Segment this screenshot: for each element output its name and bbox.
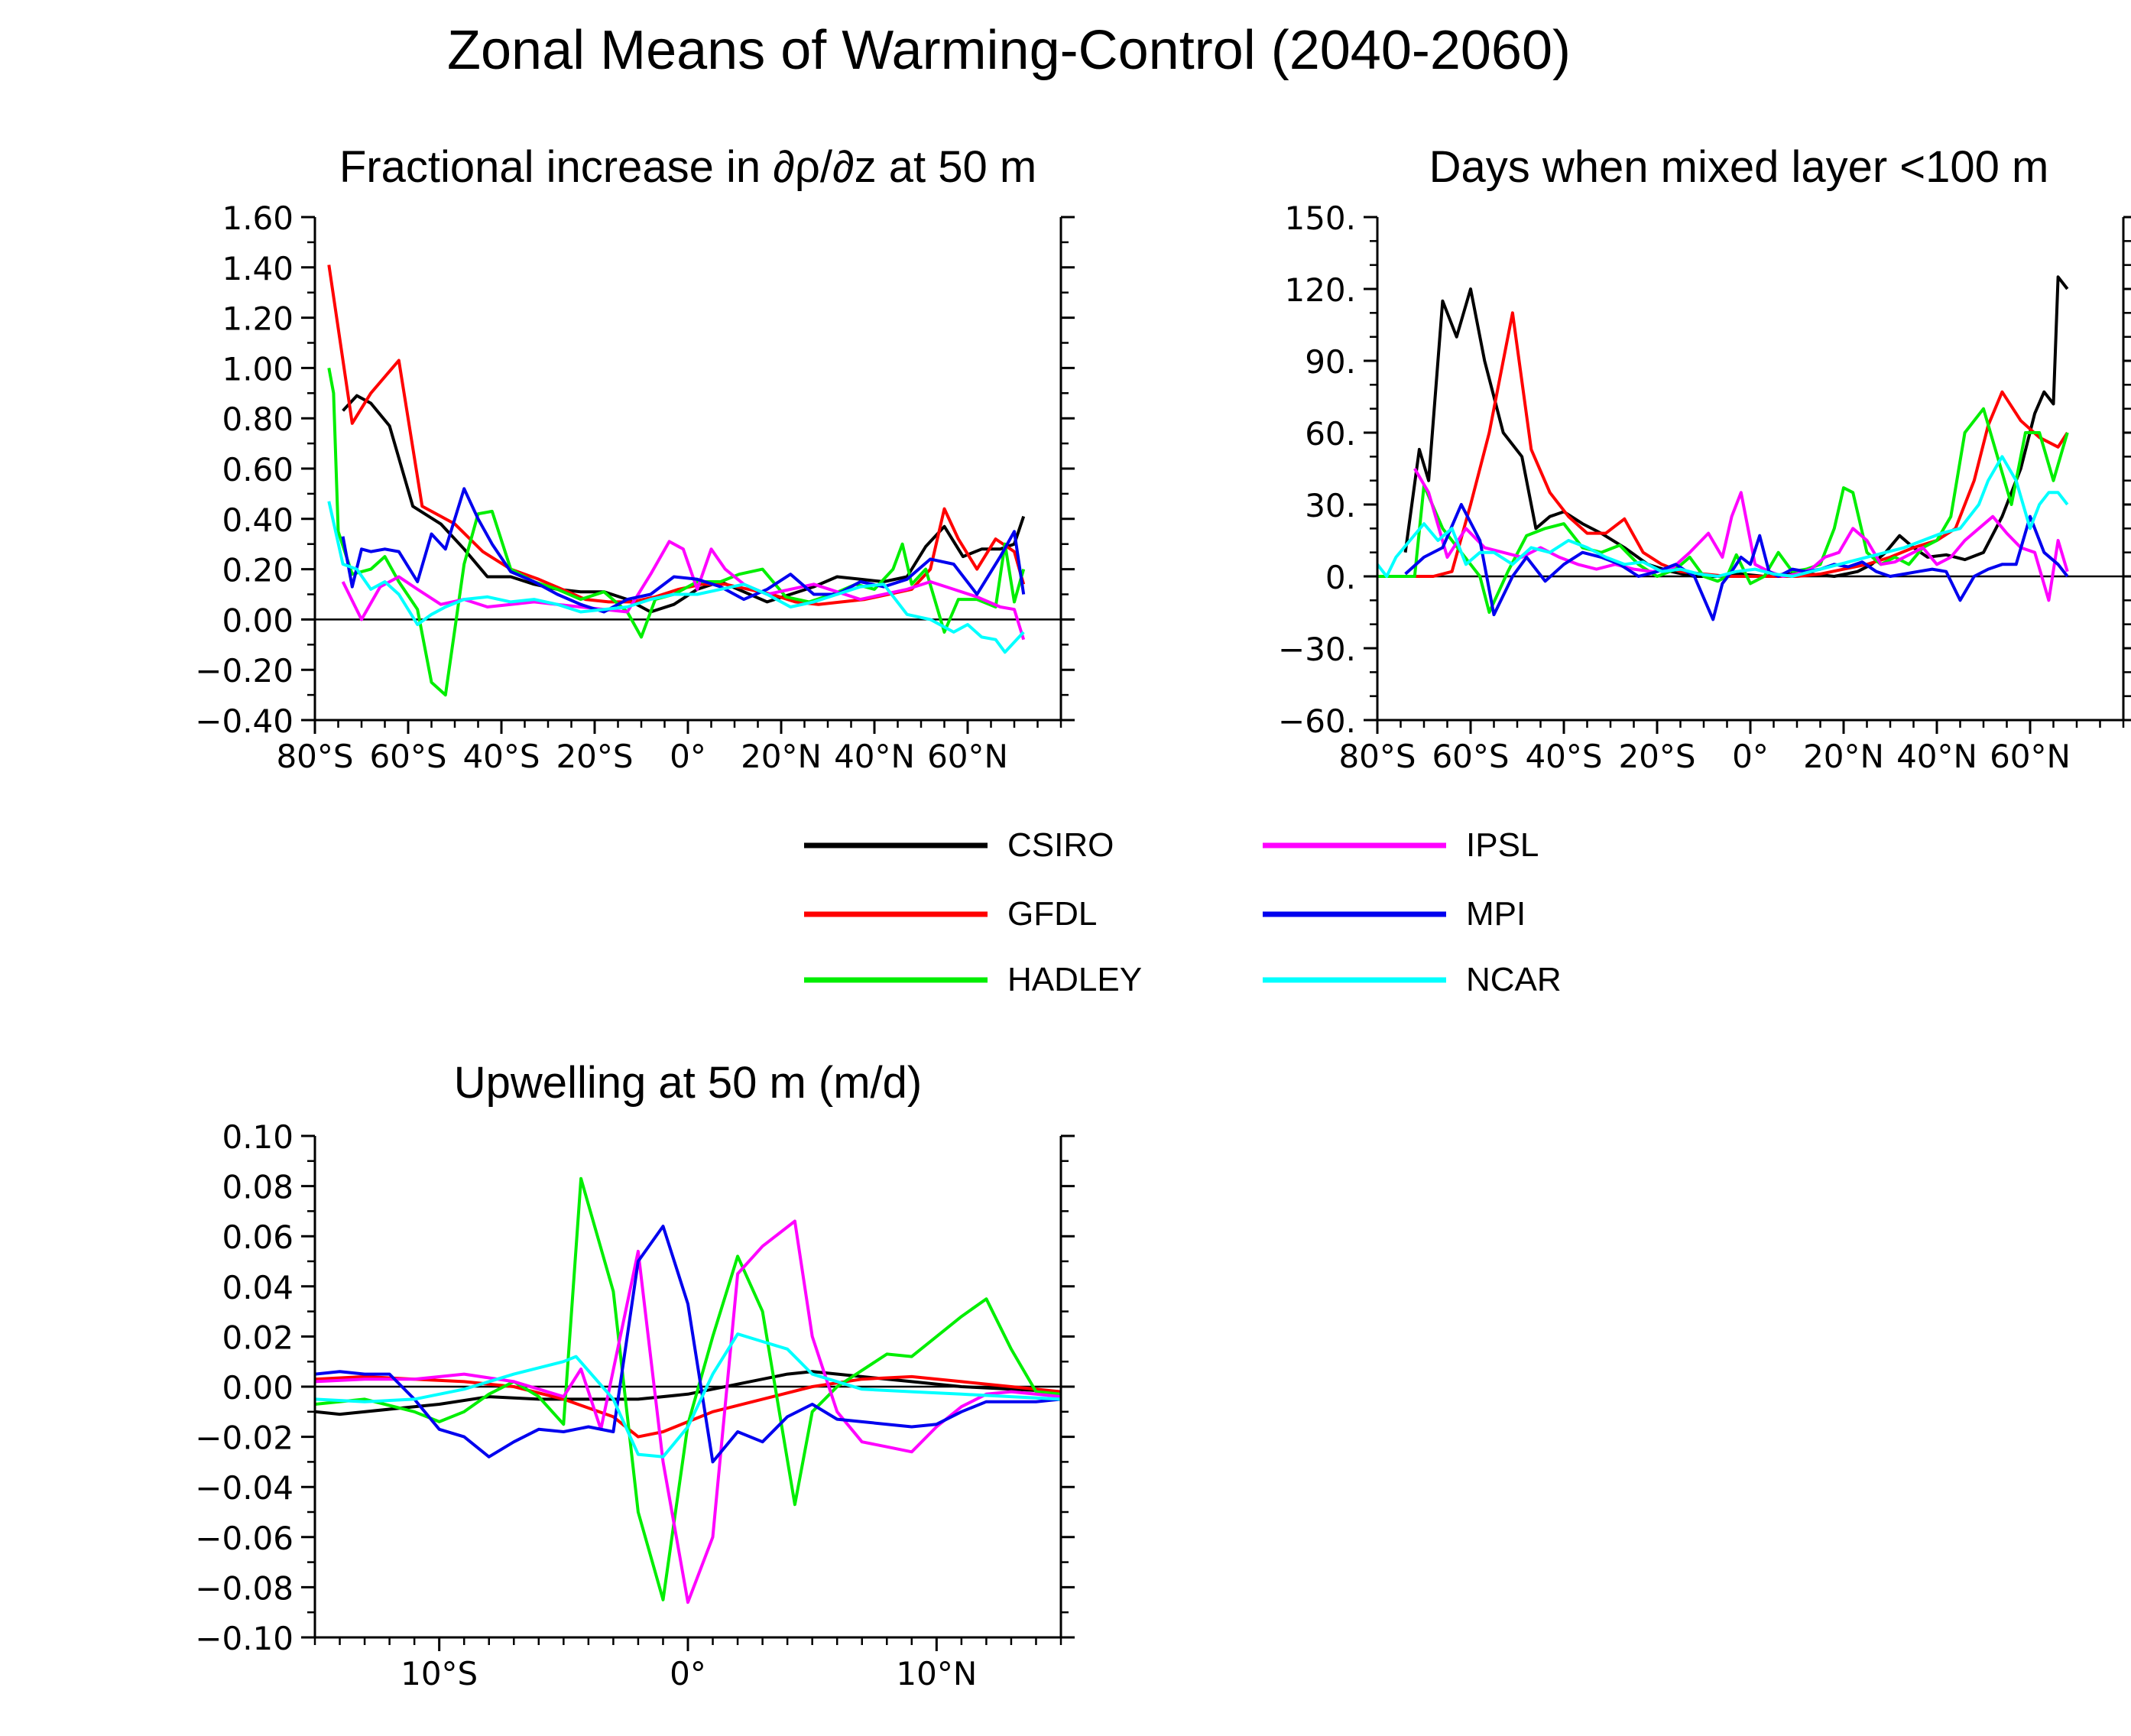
x-tick-label: 10°S	[401, 1655, 478, 1692]
series-line-hadley	[1377, 407, 2069, 614]
series-line-mpi	[341, 487, 1026, 614]
y-tick-label: 1.20	[222, 300, 294, 338]
y-tick-label: 0.00	[222, 602, 294, 639]
panel-upwelling: Upwelling at 50 m (m/d) −0.10 −0.08 −0.06 −0…	[195, 1058, 1075, 1692]
y-tick-label: 60.	[1305, 415, 1356, 453]
series-line-gfdl	[315, 1374, 1061, 1439]
x-tick-label: 40°S	[1525, 738, 1602, 775]
y-tick-label: −0.08	[195, 1569, 294, 1607]
x-tick-label: 0°	[670, 738, 706, 775]
x-tick-label: 20°S	[1618, 738, 1695, 775]
y-tick-label: −0.02	[195, 1420, 294, 1457]
y-tick-label: −0.04	[195, 1469, 294, 1507]
y-tick-label: −0.10	[195, 1620, 294, 1657]
panel-stratification: Fractional increase in ∂ρ/∂z at 50 m −0.4…	[195, 142, 1075, 775]
y-tick-label: 1.60	[222, 200, 294, 237]
legend-label: HADLEY	[1007, 961, 1142, 998]
x-tick-label: 80°S	[276, 738, 353, 775]
x-tick-label: 20°N	[1803, 738, 1884, 775]
y-tick-label: 0.08	[222, 1169, 294, 1206]
y-tick-label: 0.00	[222, 1369, 294, 1407]
x-tick-label: 20°N	[741, 738, 822, 775]
legend-item-gfdl: GFDL	[804, 895, 1097, 933]
x-tick-label: 0°	[670, 1655, 706, 1692]
y-tick-label: 0.40	[222, 501, 294, 539]
legend-label: CSIRO	[1007, 826, 1114, 864]
x-tick-label: 60°S	[369, 738, 446, 775]
series-line-ipsl	[315, 1219, 1061, 1605]
x-tick-label: 10°N	[896, 1655, 977, 1692]
x-tick-label: 40°N	[1896, 738, 1977, 775]
y-tick-label: 0.06	[222, 1218, 294, 1256]
y-tick-label: 0.80	[222, 401, 294, 438]
y-tick-label: −60.	[1278, 703, 1356, 740]
legend-item-csiro: CSIRO	[804, 826, 1114, 864]
y-tick-label: 0.60	[222, 451, 294, 488]
x-tick-label: 80°S	[1338, 738, 1416, 775]
y-tick-label: 1.00	[222, 350, 294, 388]
series-line-hadley	[315, 1176, 1061, 1601]
series-line-gfdl	[327, 264, 1026, 606]
legend: CSIRO GFDL HADLEY IPSL MPI NCAR	[804, 826, 1562, 998]
y-tick-label: 30.	[1305, 487, 1356, 524]
legend-label: GFDL	[1007, 895, 1097, 933]
x-tick-label: 60°S	[1432, 738, 1509, 775]
legend-item-ipsl: IPSL	[1263, 826, 1539, 864]
x-tick-label: 20°S	[556, 738, 633, 775]
figure-title: Zonal Means of Warming-Control (2040-206…	[447, 20, 1571, 81]
y-tick-label: 90.	[1305, 343, 1356, 381]
y-tick-label: 0.	[1325, 559, 1356, 596]
series-line-csiro	[315, 1370, 1061, 1416]
series-line-mpi	[315, 1225, 1061, 1464]
series-line-ncar	[327, 501, 1025, 654]
y-tick-label: 150.	[1284, 200, 1356, 237]
y-tick-label: −30.	[1278, 631, 1356, 668]
series-line-hadley	[327, 368, 1026, 697]
series-line-gfdl	[1400, 311, 2069, 578]
x-tick-label: 60°N	[1990, 738, 2071, 775]
series-line-ncar	[315, 1332, 1061, 1459]
y-tick-label: 0.04	[222, 1269, 294, 1306]
x-tick-label: 40°S	[462, 738, 540, 775]
x-tick-label: 60°N	[927, 738, 1008, 775]
legend-item-mpi: MPI	[1263, 895, 1526, 933]
y-tick-label: −0.06	[195, 1520, 294, 1557]
y-tick-label: 1.40	[222, 250, 294, 287]
legend-item-hadley: HADLEY	[804, 961, 1142, 998]
series-line-mpi	[1404, 503, 2069, 621]
y-tick-label: 0.10	[222, 1118, 294, 1156]
legend-item-ncar: NCAR	[1263, 961, 1562, 998]
legend-label: NCAR	[1466, 961, 1562, 998]
series-line-ncar	[1377, 455, 2069, 578]
y-tick-label: −0.40	[195, 703, 294, 740]
y-tick-label: 120.	[1284, 271, 1356, 309]
legend-label: IPSL	[1466, 826, 1539, 864]
x-tick-label: 40°N	[834, 738, 915, 775]
y-tick-label: 0.02	[222, 1319, 294, 1356]
chart-title: Upwelling at 50 m (m/d)	[454, 1058, 922, 1108]
y-tick-label: −0.20	[195, 652, 294, 690]
panel-mixed-layer-days: Days when mixed layer <100 m −60. −30. 0. 30…	[1278, 142, 2131, 775]
legend-label: MPI	[1466, 895, 1526, 933]
x-tick-label: 0°	[1732, 738, 1769, 775]
chart-title: Days when mixed layer <100 m	[1429, 142, 2049, 192]
chart-title: Fractional increase in ∂ρ/∂z at 50 m	[339, 142, 1036, 192]
series-line-ipsl	[341, 540, 1026, 641]
y-tick-label: 0.20	[222, 552, 294, 589]
